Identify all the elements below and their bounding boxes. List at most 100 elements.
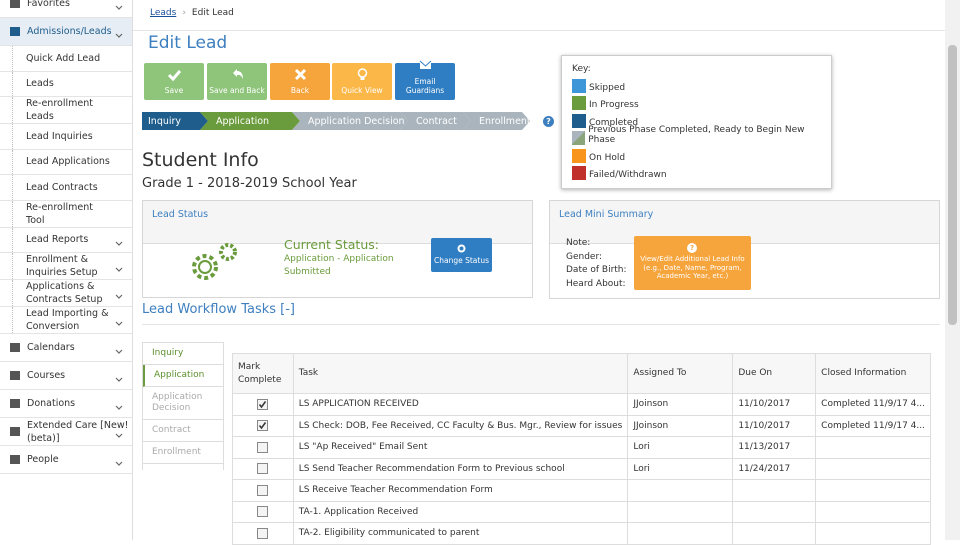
sidebar-item[interactable]: Extended Care [New! (beta)] xyxy=(0,418,132,446)
sidebar-item[interactable]: Quick Add Lead xyxy=(0,46,132,72)
button-icon-svg xyxy=(294,68,306,81)
checkbox[interactable] xyxy=(257,398,269,410)
action-button[interactable]: Quick View xyxy=(332,63,392,100)
sidebar-icon xyxy=(9,398,21,413)
task-cell: LS APPLICATION RECEIVED xyxy=(292,393,629,416)
task-cell xyxy=(815,457,931,480)
current-status: Application - Application Submitted xyxy=(284,254,394,277)
workflow-step[interactable]: Inquiry xyxy=(142,112,208,130)
task-tab[interactable]: Enrollment xyxy=(143,442,223,464)
sidebar-item[interactable]: Leads xyxy=(0,71,132,97)
sidebar-item[interactable]: Donations xyxy=(0,390,132,418)
button-icon-svg xyxy=(167,70,181,82)
sidebar-item[interactable]: Lead Inquiries xyxy=(0,124,132,150)
sidebar-label: Lead Reports xyxy=(26,234,89,246)
cell-text: 11/10/2017 xyxy=(738,420,791,431)
checkbox[interactable] xyxy=(257,484,269,496)
breadcrumb-sep: › xyxy=(182,8,186,18)
sidebar-label: Lead Importing & Conversion xyxy=(26,308,109,332)
sidebar-item[interactable]: Calendars xyxy=(0,334,132,362)
key-swatch xyxy=(572,131,586,145)
sidebar-item[interactable]: Favorites xyxy=(0,0,132,18)
sidebar-item[interactable]: Lead Reports xyxy=(0,227,132,253)
action-button[interactable]: Save and Back xyxy=(207,63,267,100)
sidebar-item[interactable]: Lead Contracts xyxy=(0,175,132,201)
breadcrumb: Leads › Edit Lead xyxy=(150,8,450,22)
sidebar-label: Lead Inquiries xyxy=(26,130,93,142)
task-tab[interactable]: Contract xyxy=(143,420,223,442)
action-button[interactable]: Back xyxy=(270,63,330,100)
task-cell xyxy=(815,479,931,502)
chevron xyxy=(115,429,123,442)
task-row: LS "Ap Received" Email Sent Lori 11/13/201… xyxy=(232,436,931,459)
task-tab[interactable]: Application xyxy=(143,365,223,387)
cell-text: Completed 11/9/17 4... xyxy=(821,420,925,431)
sidebar-label: Favorites xyxy=(27,0,70,9)
cell-text: 11/10/2017 xyxy=(738,399,791,410)
checkbox[interactable] xyxy=(257,463,269,475)
mark-complete-cell xyxy=(232,414,294,437)
sidebar-icon-svg xyxy=(10,454,20,464)
cell-text: Lori xyxy=(633,463,650,474)
scrollbar[interactable] xyxy=(945,0,960,540)
sidebar-item[interactable]: Lead Importing & Conversion xyxy=(0,307,132,334)
workflow-step[interactable]: Application xyxy=(200,112,300,130)
action-button[interactable]: Save xyxy=(144,63,204,100)
tree-line xyxy=(12,175,13,200)
cell-text: LS Receive Teacher Recommendation Form xyxy=(298,485,493,496)
sidebar-item[interactable]: Admissions/Leads xyxy=(0,18,132,46)
step-label: Inquiry xyxy=(148,115,182,127)
summary-field: Gender: xyxy=(566,251,603,262)
chevron xyxy=(115,263,123,276)
sidebar-item[interactable]: Applications & Contracts Setup xyxy=(0,280,132,307)
sidebar-label: Lead Contracts xyxy=(26,181,98,193)
key-swatch xyxy=(572,113,586,128)
table-header-row: Mark Complete Task Assigned To Due On Closed… xyxy=(232,353,931,394)
cell-text: LS "Ap Received" Email Sent xyxy=(298,442,428,453)
help-icon[interactable]: ? xyxy=(543,116,554,127)
sidebar-icon-svg xyxy=(10,0,20,8)
task-cell: LS Receive Teacher Recommendation Form xyxy=(292,479,629,502)
cell-text: JJoinson xyxy=(633,399,669,410)
key-swatch xyxy=(572,78,586,93)
checkbox[interactable] xyxy=(257,420,269,432)
task-tab[interactable]: Application Decision xyxy=(143,387,223,420)
key-swatch xyxy=(572,148,586,163)
task-cell xyxy=(815,500,931,523)
checkbox[interactable] xyxy=(257,527,269,539)
main: Leads › Edit Lead Edit Lead Save Save and Bac… xyxy=(133,0,945,545)
checkbox[interactable] xyxy=(257,506,269,518)
tab-label: Contract xyxy=(152,425,191,435)
scroll-thumb[interactable] xyxy=(948,45,957,325)
key-item: On Hold xyxy=(572,145,821,163)
action-button[interactable]: Email Guardians xyxy=(395,60,455,100)
sidebar-label: Extended Care [New! (beta)] xyxy=(27,419,129,444)
key-popover: Key: Skipped In Progress Completed Previous … xyxy=(561,55,832,189)
sidebar-label: Quick Add Lead xyxy=(26,52,101,64)
check-mark xyxy=(259,400,267,408)
sidebar-item[interactable]: Re-enrollment Leads xyxy=(0,97,132,124)
checkbox[interactable] xyxy=(257,441,269,453)
workflow-step[interactable]: Contract xyxy=(400,112,471,130)
task-cell xyxy=(815,436,931,459)
task-tab[interactable]: Inquiry xyxy=(143,343,223,365)
workflow-step[interactable]: Application Decision xyxy=(292,112,408,130)
breadcrumb-link[interactable]: Leads xyxy=(150,8,177,18)
sidebar-item[interactable]: Enrollment & Inquiries Setup xyxy=(0,253,132,280)
sidebar-item[interactable]: Re-enrollment Tool xyxy=(0,200,132,228)
sidebar-icon xyxy=(9,0,21,13)
button-label: Save xyxy=(164,86,184,95)
step-label: Application xyxy=(216,115,270,127)
button-label: Quick View xyxy=(341,86,383,95)
sidebar-list: Favorites Admissions/Leads Quick Add Lead L… xyxy=(0,0,132,474)
change-status-button[interactable]: Change Status xyxy=(431,238,492,272)
lead-info-button[interactable]: ? View/Edit Additional Lead Info (e.g., D… xyxy=(634,236,751,290)
breadcrumb-current: Edit Lead xyxy=(191,8,234,18)
sidebar-label: Courses xyxy=(27,370,66,381)
sidebar-item[interactable]: Lead Applications xyxy=(0,149,132,175)
chevron-svg xyxy=(115,461,123,466)
workflow-step[interactable]: Enrollment xyxy=(463,112,530,130)
tree-line xyxy=(12,124,13,149)
sidebar-item[interactable]: Courses xyxy=(0,362,132,390)
sidebar-item[interactable]: People xyxy=(0,446,132,474)
